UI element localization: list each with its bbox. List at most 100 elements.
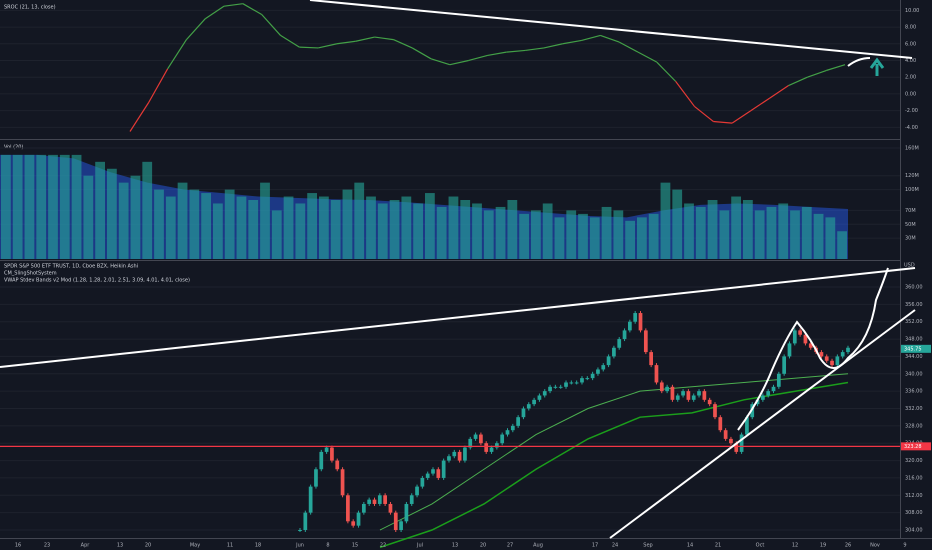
volume-bar: [12, 154, 23, 259]
sroc-segment: [637, 51, 658, 63]
x-tick-label: 23: [44, 543, 50, 549]
volume-bar: [413, 203, 423, 259]
candle-body: [707, 399, 712, 405]
candle-body: [468, 438, 473, 448]
candle-body: [580, 378, 584, 383]
sroc-segment: [506, 49, 526, 53]
volume-bar: [401, 196, 412, 259]
y-tick-label: 340.00: [905, 371, 923, 377]
candle-body: [447, 456, 451, 461]
candle-body: [734, 443, 739, 452]
arrow-icon: [869, 57, 885, 76]
candle-body: [846, 347, 850, 353]
sroc-segment: [656, 61, 677, 82]
candle-body: [755, 399, 760, 405]
volume-bar: [107, 168, 117, 259]
volume-bar: [201, 193, 211, 259]
sroc-segment: [449, 59, 469, 66]
candle-body: [761, 395, 765, 400]
candle-body: [670, 386, 675, 400]
sroc-segment: [807, 69, 827, 78]
volume-bar: [59, 154, 70, 259]
last-price-label: 345.75: [904, 346, 922, 352]
volume-bar: [684, 203, 694, 259]
volume-bar: [377, 203, 388, 259]
candle-body: [298, 530, 302, 531]
candle-body: [404, 503, 409, 522]
x-tick-label: Jul: [416, 543, 423, 549]
sroc-segment: [355, 36, 375, 42]
x-tick-label: 15: [352, 543, 358, 549]
candle-body: [335, 460, 340, 470]
sroc-segment: [581, 34, 601, 42]
y-tick-label: 8.00: [905, 25, 916, 31]
y-tick-label: 70M: [905, 208, 916, 214]
candle-body: [633, 313, 638, 322]
volume-bar: [648, 213, 659, 259]
volume-bar: [601, 206, 612, 259]
y-tick-label: 10.00: [905, 8, 919, 14]
y-tick-label: 344.00: [905, 354, 923, 360]
volume-bar: [436, 206, 447, 259]
candle-body: [819, 352, 824, 357]
sroc-segment: [242, 3, 263, 16]
volume-bar: [460, 200, 471, 259]
sroc-segment: [204, 5, 225, 20]
candle-body: [803, 334, 808, 344]
volume-bar: [719, 210, 730, 259]
x-tick-label: 13: [117, 543, 123, 549]
candle-body: [526, 404, 531, 409]
volume-bar: [566, 210, 577, 259]
volume-bar: [801, 206, 812, 259]
x-tick-label: May: [190, 543, 200, 549]
pane-title: SROC (21, 13, close): [4, 5, 56, 11]
candle-body: [601, 365, 606, 370]
candle-body: [739, 434, 744, 452]
sroc-segment: [487, 51, 507, 57]
candle-body: [314, 469, 318, 487]
y-tick-label: 328.00: [905, 423, 923, 429]
sroc-segment: [600, 34, 620, 43]
candle-body: [436, 469, 441, 478]
x-tick-label: 27: [507, 543, 513, 549]
x-tick-label: 20: [480, 543, 486, 549]
candle-body: [782, 356, 787, 374]
volume-bar: [165, 196, 176, 259]
y-tick-label: 356.00: [905, 302, 923, 308]
x-tick-label: 14: [687, 543, 693, 549]
candle-body: [697, 391, 701, 396]
volume-bar: [837, 231, 847, 259]
x-tick-label: 11: [227, 543, 233, 549]
candle-body: [787, 343, 792, 357]
candle-body: [351, 521, 356, 526]
candle-body: [792, 330, 797, 344]
sroc-segment: [186, 18, 206, 40]
candle-body: [649, 352, 654, 366]
candle-body: [489, 447, 494, 452]
candle-body: [840, 352, 845, 357]
volume-bar: [83, 175, 94, 259]
x-tick-label: Jun: [295, 543, 304, 549]
volume-bar: [319, 196, 329, 259]
volume-bar: [542, 203, 553, 259]
marks: 10.00 8.00 6.00 4.00 2.00 0.00 -2.00 -4.00 160M 1…: [0, 3, 931, 549]
volume-bar: [130, 175, 141, 259]
y-tick-label: 316.00: [905, 475, 923, 481]
sroc-segment: [374, 36, 394, 41]
volume-bar: [613, 210, 624, 259]
volume-bar: [578, 213, 588, 259]
x-tick-label: Aug: [533, 543, 543, 549]
volume-bar: [425, 193, 435, 259]
sroc-segment: [675, 81, 695, 107]
y-tick-label: 348.00: [905, 337, 923, 343]
volume-bar: [142, 161, 153, 259]
currency: USD: [904, 263, 915, 269]
price-tag-label: 323.28: [904, 444, 922, 450]
volume-bar: [118, 182, 129, 259]
volume-ma-area: [0, 154, 848, 259]
sroc-segment: [393, 39, 413, 49]
candle-body: [681, 391, 685, 396]
pane-title: SPDR S&P 500 ETF TRUST, 1D, Cboe BZX, He…: [4, 264, 138, 270]
